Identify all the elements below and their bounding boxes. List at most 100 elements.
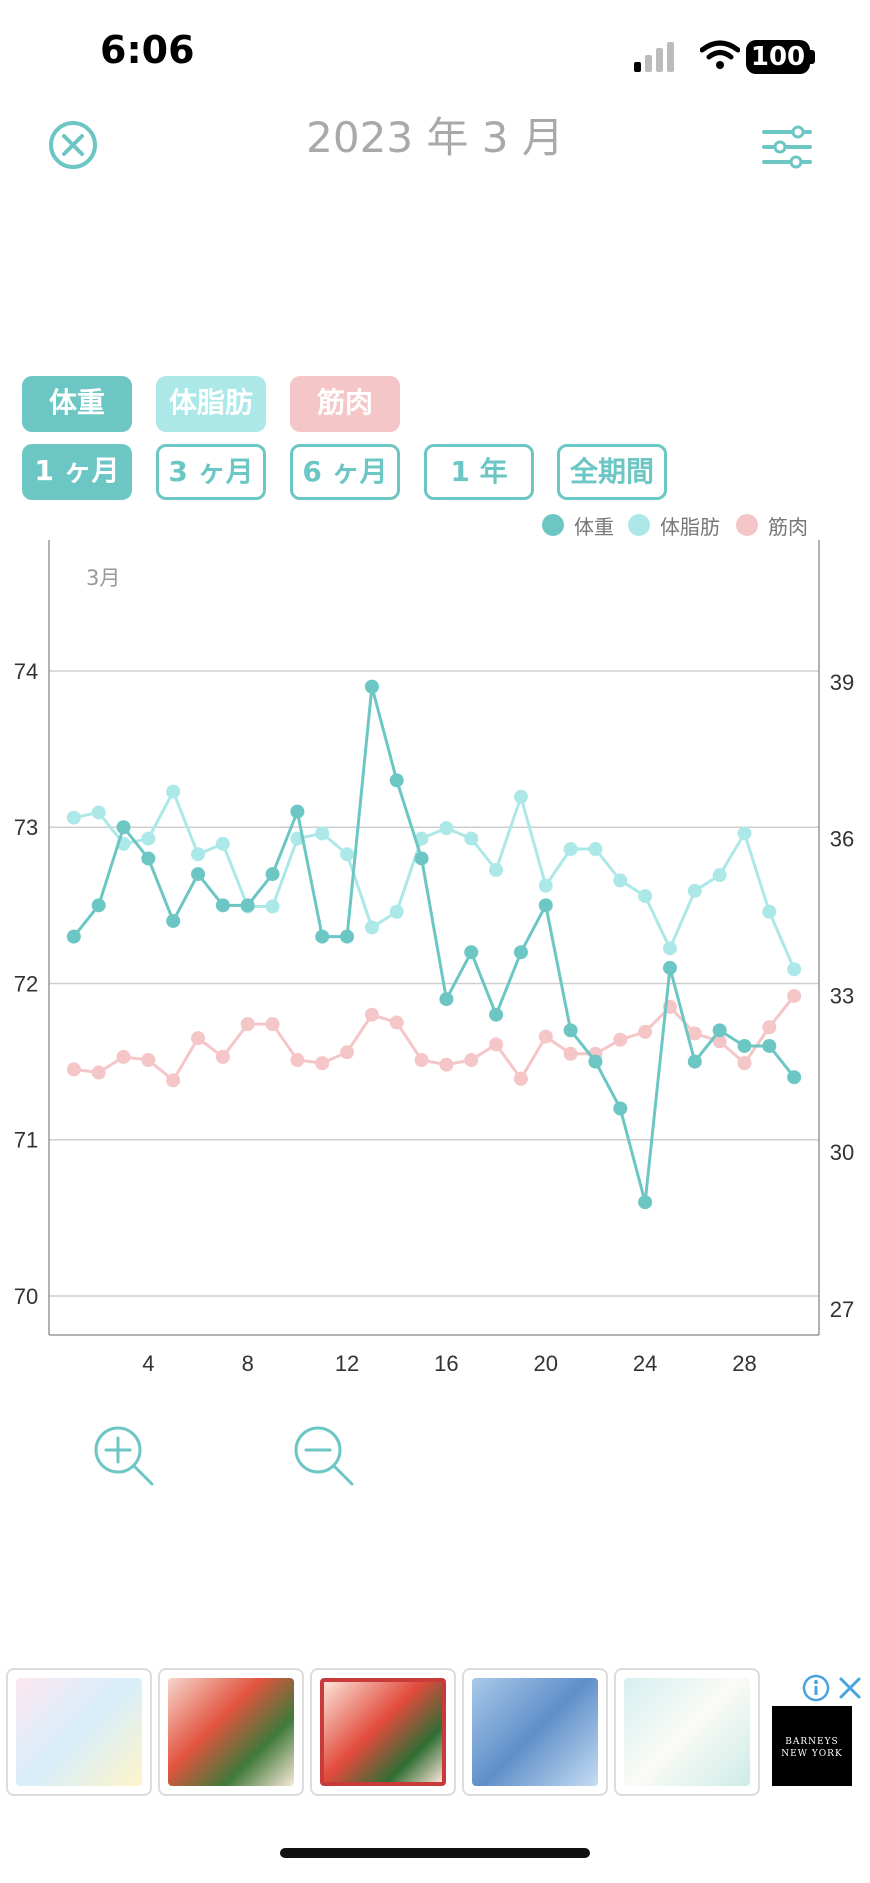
data-point[interactable] xyxy=(389,904,404,919)
data-point[interactable] xyxy=(364,1007,379,1022)
data-point[interactable] xyxy=(613,873,628,888)
info-icon[interactable] xyxy=(802,1674,830,1702)
data-point[interactable] xyxy=(687,1054,702,1069)
data-point[interactable] xyxy=(315,1056,330,1071)
data-point[interactable] xyxy=(141,1053,156,1068)
data-point[interactable] xyxy=(489,1007,504,1022)
period-1-month[interactable]: 1 ヶ月 xyxy=(22,444,132,500)
data-point[interactable] xyxy=(414,1053,429,1068)
data-point[interactable] xyxy=(464,831,479,846)
ad-product-5[interactable] xyxy=(614,1668,760,1796)
data-point[interactable] xyxy=(215,898,230,913)
data-point[interactable] xyxy=(364,679,379,694)
data-point[interactable] xyxy=(265,899,280,914)
ad-brand-logo[interactable]: BARNEYS NEW YORK xyxy=(772,1706,852,1786)
data-point[interactable] xyxy=(737,1038,752,1053)
zoom-in-icon[interactable] xyxy=(92,1424,162,1494)
data-point[interactable] xyxy=(513,1071,528,1086)
data-point[interactable] xyxy=(66,810,81,825)
data-point[interactable] xyxy=(712,868,727,883)
data-point[interactable] xyxy=(563,1046,578,1061)
data-point[interactable] xyxy=(240,1017,255,1032)
line-chart[interactable]: 3月 70 71 72 73 74 27 30 33 36 39 4 8 12 16 20 24 28 xyxy=(0,540,870,1390)
data-point[interactable] xyxy=(489,862,504,877)
data-point[interactable] xyxy=(662,941,677,956)
ad-product-1[interactable] xyxy=(6,1668,152,1796)
data-point[interactable] xyxy=(265,1017,280,1032)
data-point[interactable] xyxy=(215,1049,230,1064)
data-point[interactable] xyxy=(215,836,230,851)
period-1-year[interactable]: 1 年 xyxy=(424,444,534,500)
data-point[interactable] xyxy=(464,945,479,960)
data-point[interactable] xyxy=(240,898,255,913)
data-point[interactable] xyxy=(91,898,106,913)
data-point[interactable] xyxy=(166,784,181,799)
data-point[interactable] xyxy=(166,1073,181,1088)
data-point[interactable] xyxy=(588,842,603,857)
ad-product-4[interactable] xyxy=(462,1668,608,1796)
data-point[interactable] xyxy=(762,1038,777,1053)
period-6-months[interactable]: 6 ヶ月 xyxy=(290,444,400,500)
data-point[interactable] xyxy=(538,878,553,893)
ad-product-3[interactable] xyxy=(310,1668,456,1796)
data-point[interactable] xyxy=(141,831,156,846)
data-point[interactable] xyxy=(91,805,106,820)
data-point[interactable] xyxy=(638,1195,653,1210)
data-point[interactable] xyxy=(290,804,305,819)
data-point[interactable] xyxy=(364,920,379,935)
toggle-weight[interactable]: 体重 xyxy=(22,376,132,432)
data-point[interactable] xyxy=(638,889,653,904)
data-point[interactable] xyxy=(563,1023,578,1038)
data-point[interactable] xyxy=(563,842,578,857)
data-point[interactable] xyxy=(290,1053,305,1068)
data-point[interactable] xyxy=(265,867,280,882)
data-point[interactable] xyxy=(538,1029,553,1044)
data-point[interactable] xyxy=(315,929,330,944)
data-point[interactable] xyxy=(762,904,777,919)
data-point[interactable] xyxy=(141,851,156,866)
data-point[interactable] xyxy=(116,1049,131,1064)
data-point[interactable] xyxy=(66,1062,81,1077)
data-point[interactable] xyxy=(340,847,355,862)
data-point[interactable] xyxy=(439,1057,454,1072)
data-point[interactable] xyxy=(613,1032,628,1047)
data-point[interactable] xyxy=(439,821,454,836)
toggle-muscle[interactable]: 筋肉 xyxy=(290,376,400,432)
data-point[interactable] xyxy=(116,820,131,835)
data-point[interactable] xyxy=(340,1045,355,1060)
data-point[interactable] xyxy=(414,851,429,866)
period-3-months[interactable]: 3 ヶ月 xyxy=(156,444,266,500)
data-point[interactable] xyxy=(489,1037,504,1052)
data-point[interactable] xyxy=(787,1070,802,1085)
data-point[interactable] xyxy=(638,1024,653,1039)
data-point[interactable] xyxy=(737,1056,752,1071)
data-point[interactable] xyxy=(687,1026,702,1041)
data-point[interactable] xyxy=(191,1031,206,1046)
zoom-out-icon[interactable] xyxy=(292,1424,362,1494)
data-point[interactable] xyxy=(414,831,429,846)
data-point[interactable] xyxy=(712,1034,727,1049)
data-point[interactable] xyxy=(91,1065,106,1080)
data-point[interactable] xyxy=(513,789,528,804)
data-point[interactable] xyxy=(389,773,404,788)
data-point[interactable] xyxy=(687,883,702,898)
data-point[interactable] xyxy=(66,929,81,944)
data-point[interactable] xyxy=(513,945,528,960)
data-point[interactable] xyxy=(737,826,752,841)
data-point[interactable] xyxy=(191,867,206,882)
data-point[interactable] xyxy=(662,960,677,975)
data-point[interactable] xyxy=(464,1053,479,1068)
data-point[interactable] xyxy=(538,898,553,913)
data-point[interactable] xyxy=(787,962,802,977)
data-point[interactable] xyxy=(315,826,330,841)
data-point[interactable] xyxy=(787,988,802,1003)
data-point[interactable] xyxy=(439,992,454,1007)
data-point[interactable] xyxy=(191,847,206,862)
data-point[interactable] xyxy=(166,913,181,928)
toggle-body-fat[interactable]: 体脂肪 xyxy=(156,376,266,432)
close-icon[interactable] xyxy=(836,1674,864,1702)
data-point[interactable] xyxy=(340,929,355,944)
ad-product-2[interactable] xyxy=(158,1668,304,1796)
period-all[interactable]: 全期間 xyxy=(557,444,667,500)
data-point[interactable] xyxy=(613,1101,628,1116)
